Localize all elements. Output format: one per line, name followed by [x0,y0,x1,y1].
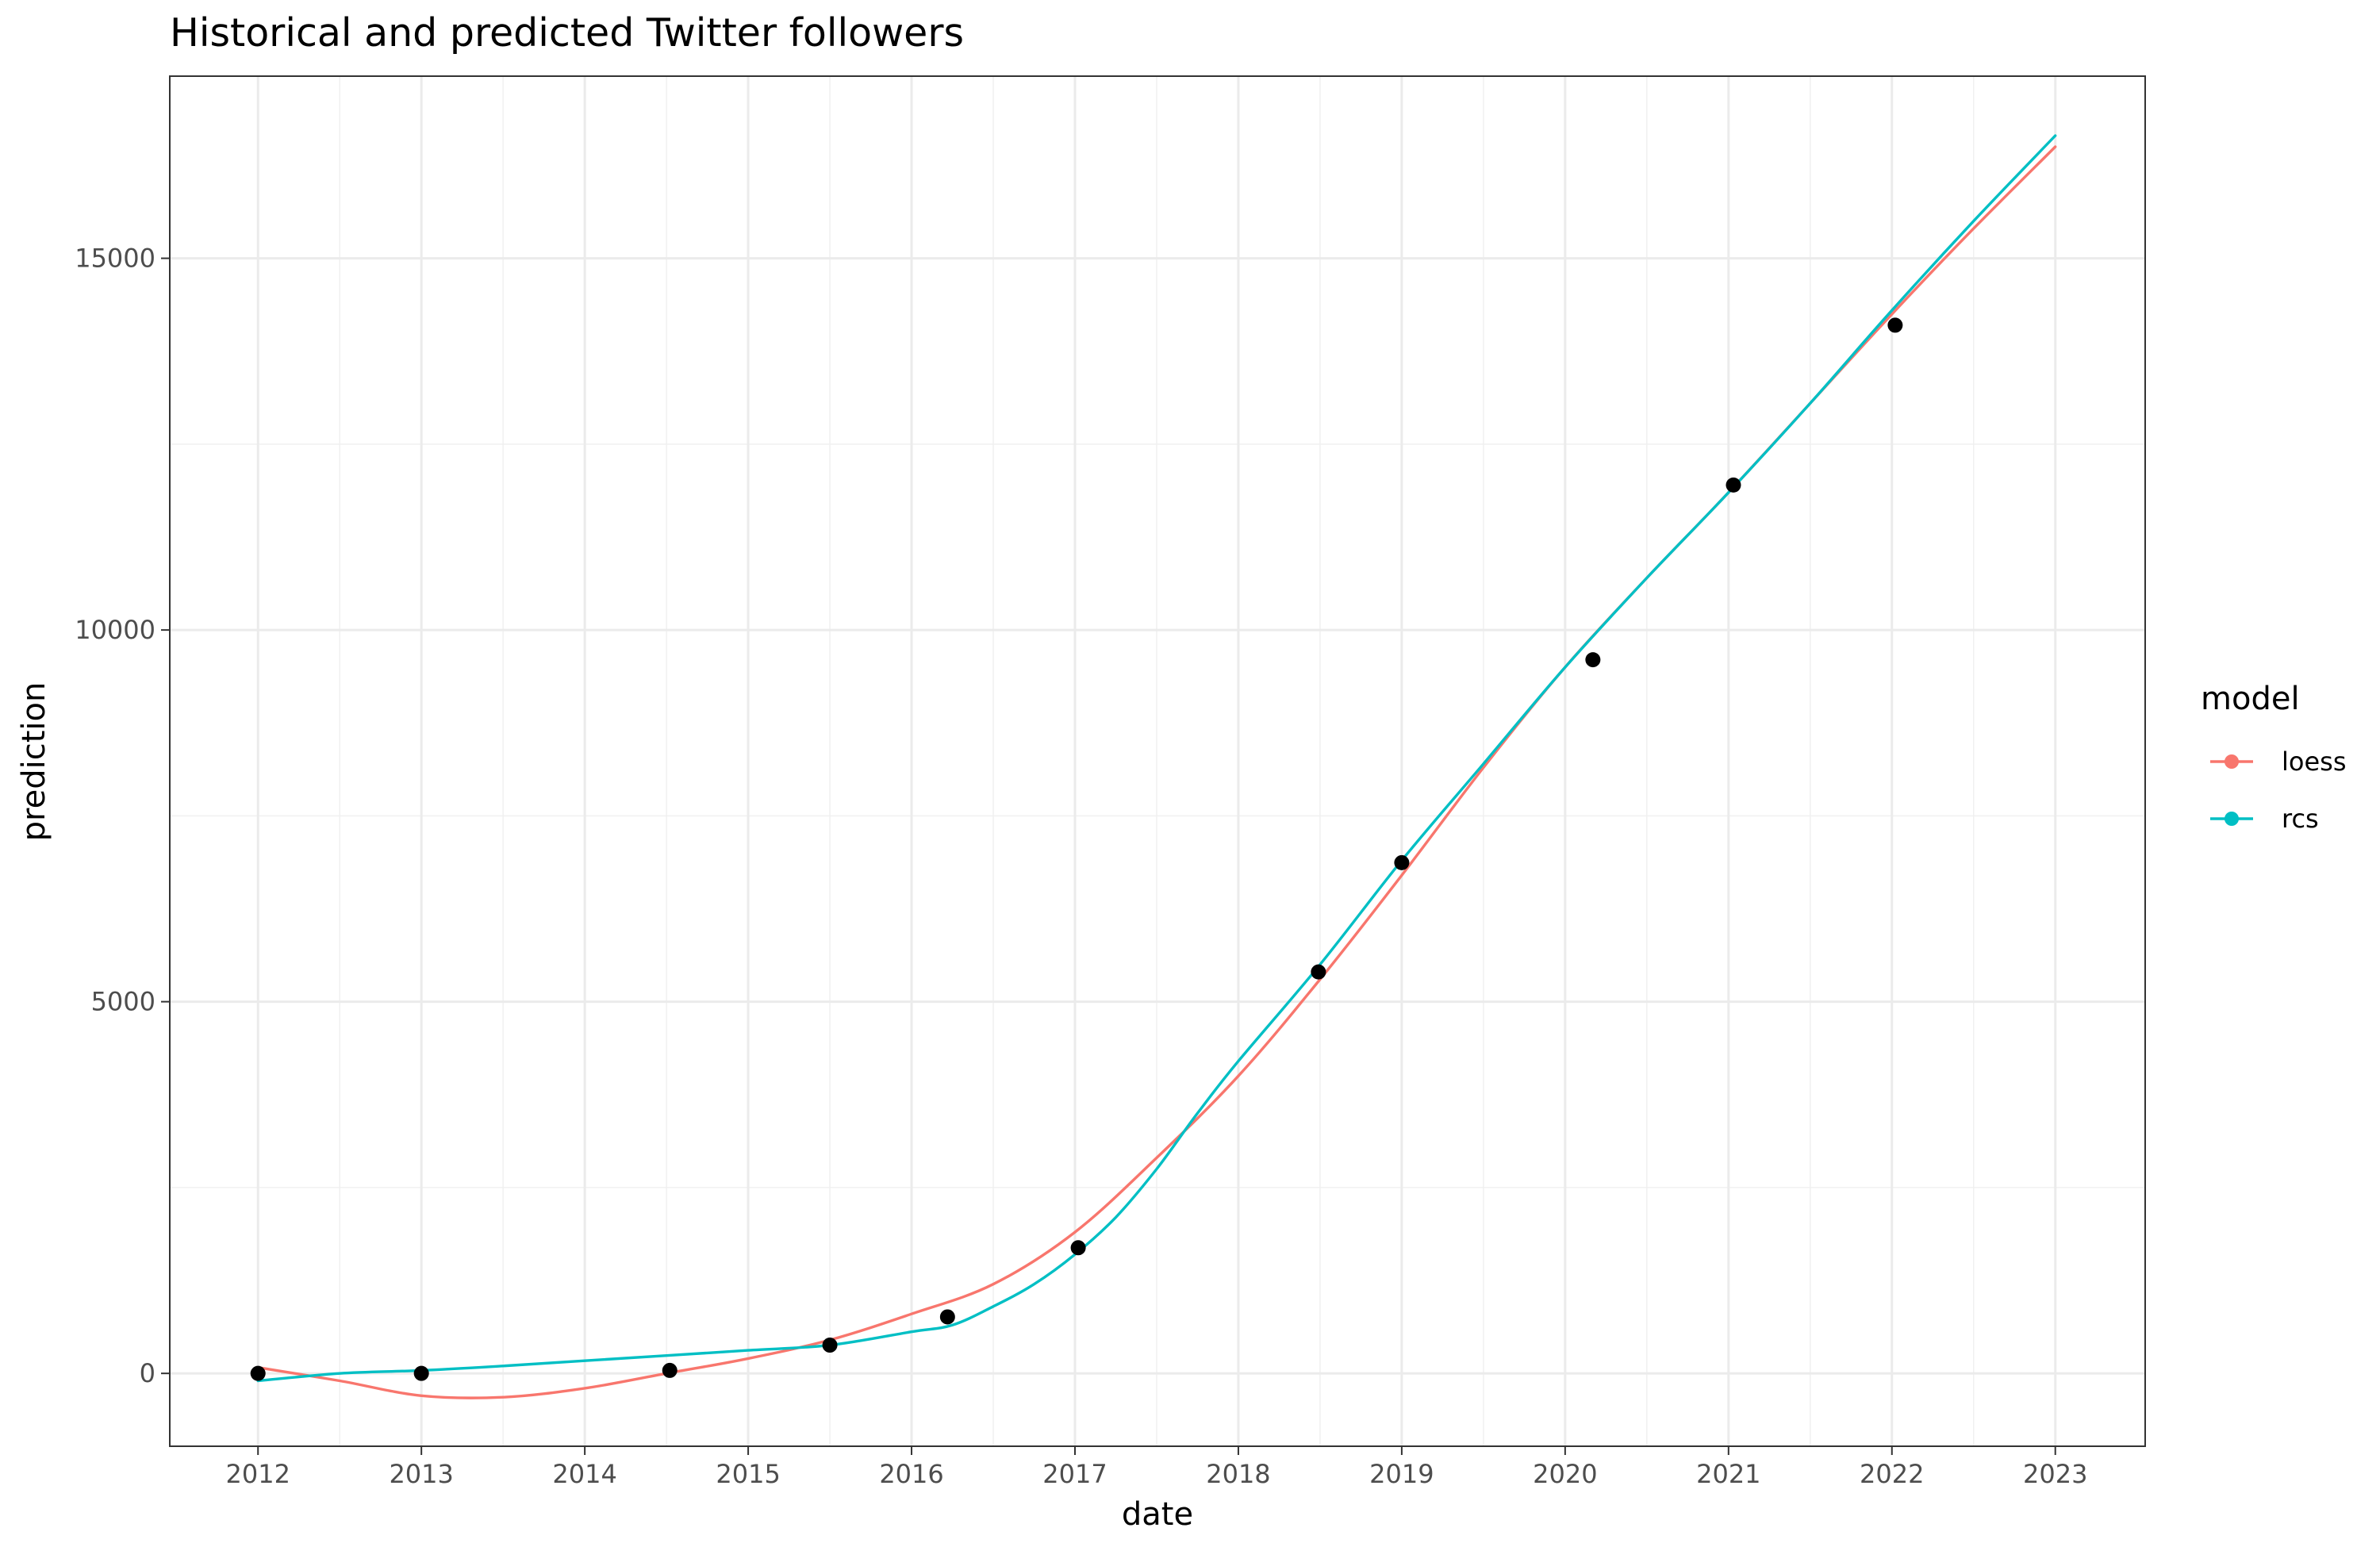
y-tick-label: 10000 [75,615,155,645]
data-point [1394,854,1410,870]
plot-panel [170,76,2145,1446]
legend-label: loess [2282,747,2347,777]
data-point [1887,317,1903,333]
data-point [939,1309,955,1325]
data-point [1585,652,1601,668]
series-line-rcs [256,134,2057,1383]
data-point [662,1362,678,1378]
x-tick-label: 2018 [1206,1459,1270,1489]
y-tick-label: 5000 [91,987,155,1017]
legend-item-rcs: rcs [2210,804,2319,834]
legend-title: model [2201,681,2300,717]
data-point [1311,964,1326,980]
x-tick-label: 2015 [716,1459,780,1489]
legend-item-loess: loess [2210,747,2347,777]
data-point [413,1365,429,1381]
y-tick-label: 0 [140,1358,155,1388]
grid-minor [170,76,2145,1446]
x-tick-label: 2016 [879,1459,943,1489]
legend-label: rcs [2282,804,2319,834]
x-tick-label: 2013 [389,1459,453,1489]
data-point [822,1338,838,1353]
y-axis: 0 5000 10000 15000 [75,244,170,1388]
series-lines [256,134,2057,1399]
observed-points [250,317,1903,1381]
legend-items: loess rcs [2210,747,2347,834]
x-tick-label: 2012 [225,1459,290,1489]
legend: model loess rcs [2201,681,2347,834]
x-tick-label: 2021 [1696,1459,1760,1489]
grid-major [170,76,2145,1446]
x-axis: 2012 2013 2014 2015 2016 2017 2018 2019 2020 2021… [225,1446,2087,1489]
x-tick-label: 2017 [1042,1459,1107,1489]
y-tick-label: 15000 [75,244,155,274]
data-point [1726,477,1741,493]
x-axis-label: date [1122,1496,1193,1533]
y-axis-label: prediction [16,682,52,842]
x-tick-label: 2020 [1533,1459,1597,1489]
legend-key-dot [2225,754,2239,769]
data-point [1070,1240,1086,1256]
x-tick-label: 2014 [552,1459,616,1489]
x-tick-label: 2022 [1860,1459,1924,1489]
x-tick-label: 2023 [2023,1459,2087,1489]
data-point [250,1365,266,1381]
x-tick-label: 2019 [1369,1459,1434,1489]
legend-key-dot [2225,812,2239,826]
chart-title: Historical and predicted Twitter followe… [170,10,964,56]
plot-area [169,75,2146,1447]
plot-border [169,75,2146,1447]
